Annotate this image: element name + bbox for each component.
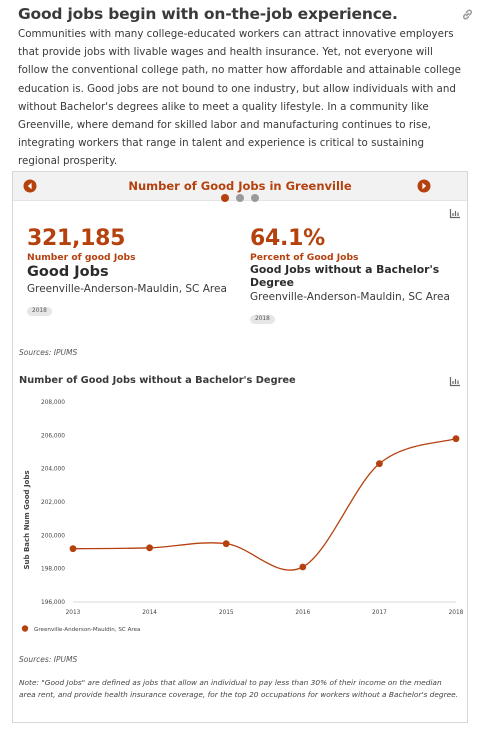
x-tick-label: 2018	[449, 610, 464, 616]
data-point[interactable]	[376, 460, 383, 468]
series-line	[72, 438, 457, 571]
data-point[interactable]	[146, 544, 154, 552]
carousel-dot-2[interactable]	[236, 194, 244, 202]
x-tick-label: 2016	[295, 610, 310, 616]
data-card: Number of Good Jobs in Greenville 321,18…	[12, 171, 468, 723]
x-tick-label: 2015	[219, 610, 234, 616]
stat-subtitle: Percent of Good Jobs	[250, 252, 359, 263]
data-point[interactable]	[222, 540, 230, 548]
stat-title: Good Jobs without a Bachelor's Degree	[250, 263, 440, 289]
stat-good-jobs: 321,185 Number of good Jobs Good Jobs Gr…	[27, 226, 242, 316]
link-icon[interactable]	[461, 8, 474, 21]
y-tick-label: 196,000	[41, 600, 65, 606]
x-axis-ticks: 2013 2014 2015 2016 2017 2018	[66, 601, 464, 616]
chart-download-icon[interactable]	[449, 207, 461, 219]
chart-download-icon[interactable]	[449, 375, 461, 387]
stat-good-jobs-no-bachelors: 64.1% Percent of Good Jobs Good Jobs wit…	[250, 226, 465, 324]
y-tick-label: 198,000	[41, 567, 65, 573]
data-point[interactable]	[452, 435, 460, 443]
y-tick-label: 200,000	[41, 533, 65, 539]
data-point[interactable]	[299, 563, 307, 571]
data-point[interactable]	[69, 545, 77, 553]
chart-note: Note: "Good Jobs" are defined as jobs th…	[19, 678, 459, 700]
stat-subtitle: Number of good Jobs	[27, 252, 136, 263]
y-tick-label: 204,000	[41, 467, 65, 473]
y-axis-ticks: 196,000 198,000 200,000 202,000 204,000 206,0…	[41, 400, 65, 606]
legend-swatch	[21, 625, 29, 632]
y-tick-label: 208,000	[41, 400, 65, 406]
year-badge: 2018	[27, 306, 52, 316]
y-axis-label: Sub Bach Num Good Jobs	[23, 470, 31, 569]
x-tick-label: 2017	[372, 610, 387, 616]
carousel-title: Number of Good Jobs in Greenville	[128, 179, 352, 193]
line-chart: 196,000 198,000 200,000 202,000 204,000 206,0…	[21, 400, 464, 633]
x-tick-label: 2013	[66, 610, 81, 616]
x-tick-label: 2014	[142, 610, 157, 616]
y-tick-label: 206,000	[41, 433, 65, 439]
carousel-dot-1[interactable]	[221, 194, 229, 202]
legend: Greenville-Anderson-Mauldin, SC Area	[21, 625, 140, 633]
carousel-dot-3[interactable]	[251, 194, 259, 202]
intro-paragraph: Communities with many college-educated w…	[18, 28, 461, 168]
stat-title: Good Jobs	[27, 264, 109, 280]
stat-location: Greenville-Anderson-Mauldin, SC Area	[27, 283, 227, 295]
sources-label: Sources: IPUMS	[19, 655, 78, 664]
series-layer	[69, 435, 460, 571]
next-slide-button[interactable]	[417, 179, 431, 193]
stat-location: Greenville-Anderson-Mauldin, SC Area	[250, 291, 450, 303]
chart-title: Number of Good Jobs without a Bachelor's…	[19, 375, 296, 386]
y-tick-label: 202,000	[41, 500, 65, 506]
page-headline: Good jobs begin with on-the-job experien…	[18, 5, 398, 23]
stat-value: 64.1%	[250, 226, 325, 251]
legend-label: Greenville-Anderson-Mauldin, SC Area	[34, 627, 140, 633]
stat-value: 321,185	[27, 226, 126, 251]
year-badge: 2018	[250, 314, 275, 324]
sources-label: Sources: IPUMS	[19, 348, 78, 357]
previous-slide-button[interactable]	[23, 179, 37, 193]
